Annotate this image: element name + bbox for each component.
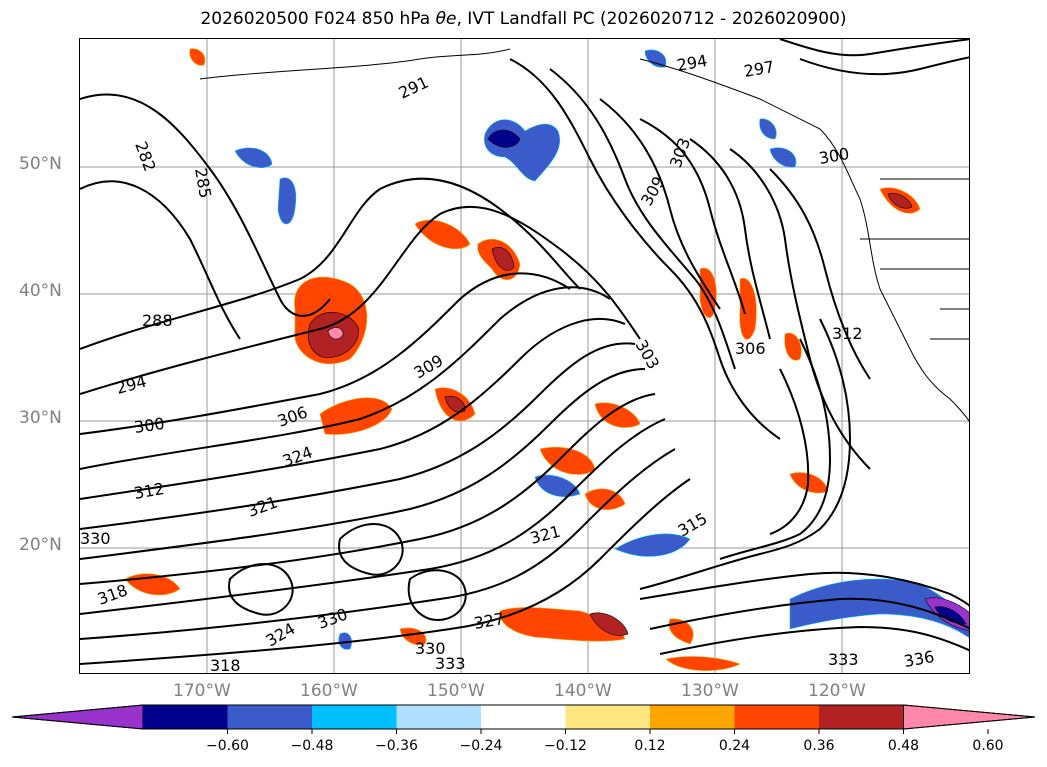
colorbar-box (481, 705, 566, 729)
contour-label: 300 (133, 414, 166, 437)
contour-label: 294 (675, 51, 708, 75)
colorbar-box (227, 705, 312, 729)
lon-label-150w: 150°W (427, 681, 485, 701)
contour-label: 324 (280, 442, 315, 470)
lon-label-130w: 130°W (681, 681, 739, 701)
colorbar-extend-low (11, 704, 144, 730)
colorbar-box (312, 705, 397, 729)
colorbar-ticks: −0.60 −0.48 −0.36 −0.24 −0.12 0.12 0.24 0.36 0.4… (206, 729, 1004, 754)
colorbar-tick-label: 0.12 (634, 738, 665, 754)
lon-label-140w: 140°W (554, 681, 612, 701)
contour-label: 336 (902, 647, 935, 671)
coastlines (199, 48, 969, 422)
contour-label: 285 (191, 166, 215, 199)
colorbar-box (143, 705, 228, 729)
colorbar-tick-label: −0.24 (460, 738, 503, 754)
colorbar-box (650, 705, 735, 729)
colorbar-tick-label: −0.48 (291, 738, 334, 754)
contour-label: 303 (666, 135, 694, 170)
theta-e-contours (80, 39, 969, 665)
colorbar-box (734, 705, 819, 729)
colorbar-tick-label: 0.60 (972, 738, 1003, 754)
contour-label: 318 (95, 580, 130, 608)
lat-label-40n: 40°N (19, 281, 62, 301)
contour-label: 300 (817, 144, 850, 168)
contour-label: 282 (131, 139, 159, 174)
contour-label: 312 (832, 324, 863, 343)
contour-label: 330 (415, 639, 446, 658)
contour-label: 312 (132, 479, 165, 503)
contour-label: 288 (142, 311, 173, 330)
lon-label-170w: 170°W (173, 681, 231, 701)
contour-label: 333 (435, 654, 466, 673)
lat-label-30n: 30°N (19, 408, 62, 428)
colorbar-tick-label: −0.60 (206, 738, 249, 754)
contour-label: 309 (411, 351, 447, 383)
contour-label: 330 (80, 529, 111, 548)
figure-title: 2026020500 F024 850 hPa θe, IVT Landfall… (200, 9, 847, 29)
colorbar-extend-high (903, 704, 1036, 730)
ivt-pc-shading (124, 48, 969, 671)
contour-label: 303 (632, 337, 664, 373)
contour-label: 294 (114, 372, 148, 398)
colorbar-tick-label: 0.36 (803, 738, 834, 754)
colorbar-box (565, 705, 650, 729)
contour-label: 333 (828, 650, 859, 669)
lat-label-50n: 50°N (19, 154, 62, 174)
lon-label-160w: 160°W (300, 681, 358, 701)
colorbar-tick-label: 0.24 (719, 738, 750, 754)
colorbar: −0.60 −0.48 −0.36 −0.24 −0.12 0.12 0.24 0.36 0.4… (11, 704, 1036, 754)
colorbar-outline (11, 704, 1036, 730)
contour-label: 327 (472, 609, 505, 633)
contour-label: 306 (275, 402, 310, 430)
lon-label-120w: 120°W (808, 681, 866, 701)
map-canvas: 282 285 288 294 300 306 309 312 321 324 … (80, 39, 969, 674)
colorbar-tick-label: −0.12 (544, 738, 587, 754)
contour-label: 306 (735, 339, 766, 358)
colorbar-tick-label: 0.48 (888, 738, 919, 754)
map-panel: 282 285 288 294 300 306 309 312 321 324 … (79, 38, 970, 674)
lat-label-20n: 20°N (19, 535, 62, 555)
contour-label: 324 (263, 619, 299, 651)
colorbar-box (396, 705, 481, 729)
colorbar-boxes (11, 704, 1036, 730)
contour-label: 291 (396, 72, 432, 102)
colorbar-tick-label: −0.36 (375, 738, 418, 754)
contour-label: 321 (245, 492, 280, 520)
contour-label: 330 (315, 604, 350, 632)
contour-label: 318 (210, 656, 241, 674)
contour-label: 297 (742, 57, 775, 81)
colorbar-box (819, 705, 904, 729)
